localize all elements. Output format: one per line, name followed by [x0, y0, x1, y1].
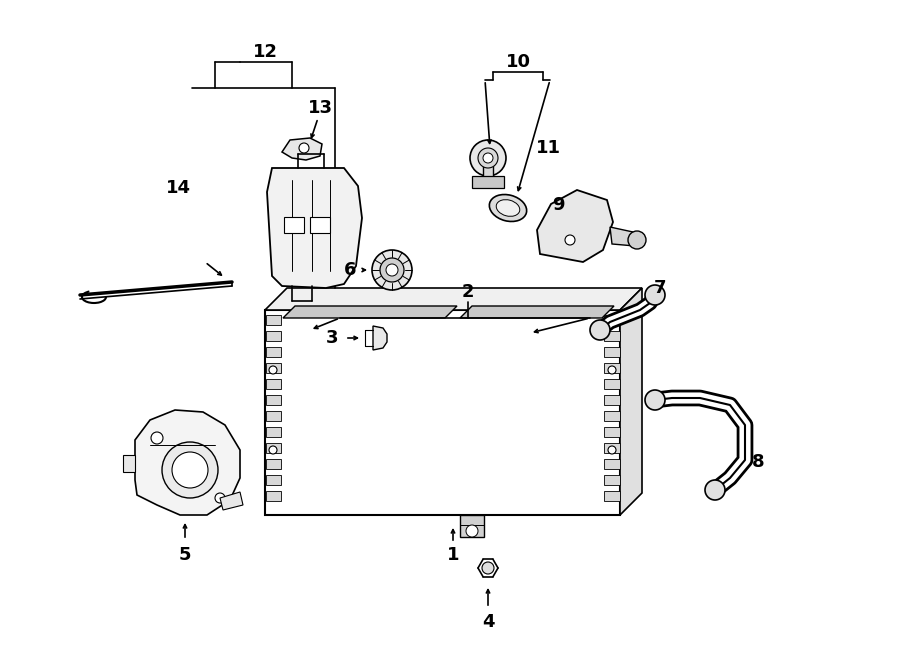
Text: 2: 2	[462, 283, 474, 301]
Text: 9: 9	[552, 196, 564, 214]
Polygon shape	[135, 410, 240, 515]
Polygon shape	[266, 379, 281, 389]
Circle shape	[215, 493, 225, 503]
Circle shape	[151, 432, 163, 444]
Circle shape	[705, 480, 725, 500]
Circle shape	[608, 366, 616, 374]
Circle shape	[645, 285, 665, 305]
Circle shape	[269, 366, 277, 374]
Circle shape	[478, 148, 498, 168]
Polygon shape	[266, 331, 281, 341]
Polygon shape	[266, 395, 281, 405]
Polygon shape	[460, 306, 614, 318]
Polygon shape	[604, 491, 620, 501]
Polygon shape	[537, 190, 613, 262]
Circle shape	[645, 390, 665, 410]
Polygon shape	[460, 515, 484, 537]
Bar	[310, 217, 330, 233]
Polygon shape	[604, 395, 620, 405]
Polygon shape	[283, 306, 457, 318]
Circle shape	[590, 320, 610, 340]
Text: 11: 11	[536, 139, 561, 157]
Text: 13: 13	[308, 99, 332, 117]
Polygon shape	[373, 326, 387, 350]
Circle shape	[372, 250, 412, 290]
Text: 6: 6	[344, 261, 356, 279]
Text: 4: 4	[482, 613, 494, 631]
Text: 10: 10	[506, 53, 530, 71]
Polygon shape	[266, 315, 281, 325]
Text: 7: 7	[653, 279, 666, 297]
Circle shape	[482, 562, 494, 574]
Polygon shape	[604, 411, 620, 421]
Polygon shape	[620, 288, 642, 515]
Polygon shape	[267, 168, 362, 288]
Polygon shape	[604, 475, 620, 485]
Circle shape	[299, 143, 309, 153]
Ellipse shape	[496, 200, 520, 216]
Polygon shape	[266, 347, 281, 357]
Polygon shape	[604, 379, 620, 389]
Polygon shape	[604, 427, 620, 437]
Bar	[284, 217, 304, 233]
Circle shape	[483, 153, 493, 163]
Text: 5: 5	[179, 546, 191, 564]
Circle shape	[608, 446, 616, 454]
Text: 14: 14	[166, 179, 191, 197]
Polygon shape	[604, 347, 620, 357]
Circle shape	[269, 446, 277, 454]
Circle shape	[565, 235, 575, 245]
Polygon shape	[266, 443, 281, 453]
Text: 1: 1	[446, 546, 459, 564]
Polygon shape	[123, 455, 135, 472]
Circle shape	[628, 231, 646, 249]
Polygon shape	[265, 310, 620, 515]
Text: 8: 8	[752, 453, 764, 471]
Polygon shape	[266, 459, 281, 469]
Polygon shape	[604, 443, 620, 453]
Polygon shape	[610, 227, 635, 246]
Polygon shape	[604, 459, 620, 469]
Polygon shape	[266, 427, 281, 437]
Polygon shape	[282, 138, 322, 160]
Polygon shape	[604, 331, 620, 341]
Polygon shape	[265, 288, 642, 310]
Polygon shape	[266, 411, 281, 421]
Circle shape	[386, 264, 398, 276]
Polygon shape	[604, 363, 620, 373]
Circle shape	[470, 140, 506, 176]
Polygon shape	[266, 363, 281, 373]
Text: 12: 12	[253, 43, 277, 61]
Circle shape	[380, 258, 404, 282]
Text: 3: 3	[326, 329, 338, 347]
Polygon shape	[604, 315, 620, 325]
Circle shape	[172, 452, 208, 488]
Polygon shape	[220, 492, 243, 510]
Polygon shape	[266, 475, 281, 485]
Polygon shape	[483, 158, 493, 183]
Circle shape	[466, 525, 478, 537]
Circle shape	[162, 442, 218, 498]
Polygon shape	[266, 491, 281, 501]
Polygon shape	[472, 176, 504, 188]
Ellipse shape	[490, 194, 526, 221]
